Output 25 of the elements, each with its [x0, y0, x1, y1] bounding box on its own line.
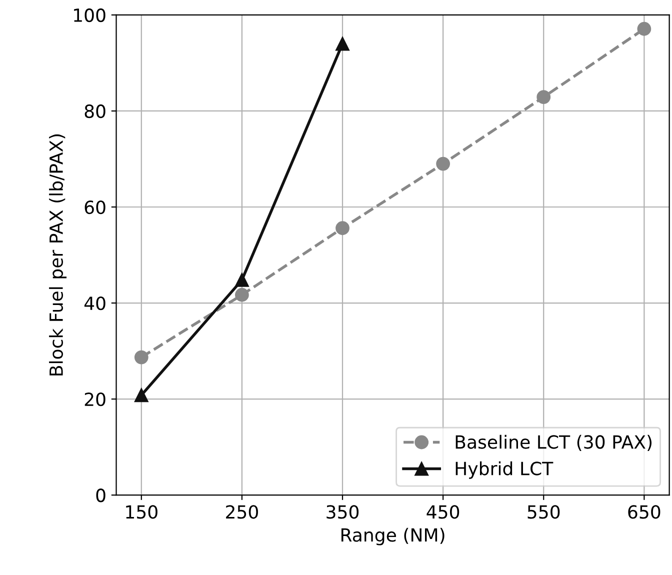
point: [134, 350, 148, 364]
point: [536, 90, 551, 104]
x-tick-label: 450: [426, 505, 460, 519]
legend-label: Hybrid LCT: [456, 461, 554, 479]
y-tick-label: 80: [84, 104, 106, 118]
y-tick-label: 0: [96, 488, 106, 502]
legend-label: Baseline LCT (30 PAX): [456, 434, 652, 451]
y-tick-label: 40: [84, 296, 106, 310]
x-tick-label: 550: [528, 505, 560, 519]
y-tick-label: 60: [84, 200, 106, 214]
point: [637, 22, 652, 36]
point: [235, 288, 249, 302]
y-tick-label: 100: [74, 8, 106, 22]
x-axis-title: Range (NM): [341, 528, 444, 546]
x-tick-label: 150: [126, 505, 158, 519]
point: [336, 221, 350, 236]
x-tick-label: 650: [628, 505, 660, 519]
point: [235, 273, 249, 287]
x-tick-label: 350: [326, 505, 359, 519]
y-axis-title: Block Fuel per PAX (lb/PAX): [49, 134, 67, 376]
x-tick-label: 250: [226, 505, 258, 519]
y-tick-label: 20: [84, 392, 106, 406]
point: [336, 36, 350, 51]
point: [436, 156, 450, 171]
point: [134, 388, 148, 402]
